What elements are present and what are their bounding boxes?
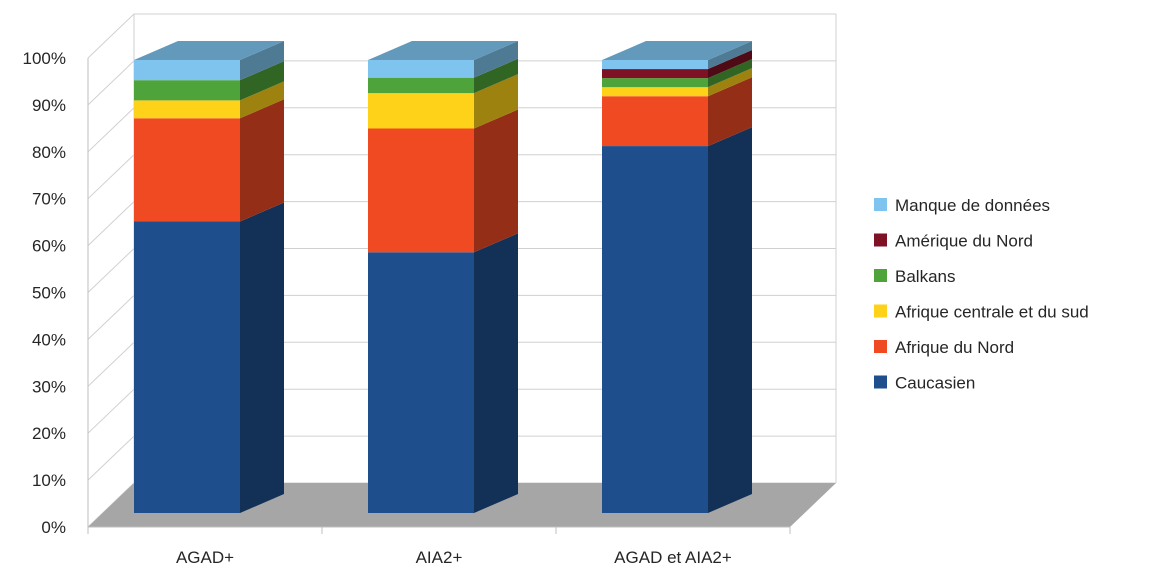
y-tick-label: 70%	[32, 190, 66, 209]
gridline-side	[87, 60, 135, 106]
bar-segment-side	[474, 41, 518, 78]
gridline-side	[87, 435, 135, 481]
x-category-label: AIA2+	[416, 548, 463, 567]
bar-segment	[134, 100, 240, 119]
gridline-side	[87, 388, 135, 434]
bar-segment	[368, 252, 474, 513]
bar-segment	[368, 128, 474, 253]
gridline-side	[87, 201, 135, 246]
bar-segment	[134, 118, 240, 222]
y-tick-label: 20%	[32, 424, 66, 443]
legend-label: Afrique centrale et du sud	[895, 303, 1089, 322]
bar-segment-side	[474, 58, 518, 94]
legend-swatch	[874, 304, 887, 318]
gridline-side	[87, 248, 135, 293]
bar-segment	[134, 60, 240, 81]
bar-segment-side	[240, 202, 284, 514]
bar-segment	[602, 87, 708, 97]
y-tick-label: 50%	[32, 284, 66, 303]
bar-segment	[602, 96, 708, 147]
bar-segment-side	[708, 59, 752, 88]
bar-segment-side	[708, 77, 752, 147]
bar-segment-side	[240, 81, 284, 119]
legend-swatch	[874, 269, 887, 282]
bar-segment	[602, 69, 708, 79]
y-tick-label: 80%	[32, 143, 66, 162]
bar-segment	[368, 93, 474, 129]
bar-segment-side	[708, 68, 752, 97]
bar-segment-side	[708, 41, 752, 70]
legend-label: Caucasien	[895, 374, 975, 393]
gridline-side	[87, 13, 135, 59]
bar-segment	[134, 80, 240, 101]
legend-label: Balkans	[895, 267, 955, 286]
legend-swatch	[874, 233, 887, 247]
bar-segment-side	[474, 74, 518, 129]
bar-segment-side	[474, 109, 518, 253]
bar-segment-side	[474, 233, 518, 513]
bar-top-face	[368, 41, 518, 60]
y-tick-label: 90%	[32, 96, 66, 115]
y-tick-label: 10%	[32, 471, 66, 490]
legend-swatch	[874, 340, 887, 353]
gridline-side	[87, 341, 135, 387]
gridline-side	[87, 154, 135, 200]
bar-segment	[602, 146, 708, 513]
bar-segment	[368, 77, 474, 94]
legend-swatch	[874, 375, 887, 389]
y-tick-label: 60%	[32, 237, 66, 256]
bar-segment-side	[240, 61, 284, 101]
bar-segment	[134, 221, 240, 514]
y-tick-label: 30%	[32, 377, 66, 396]
legend-label: Manque de données	[895, 196, 1050, 215]
legend-swatch	[874, 198, 887, 211]
gridline-side	[87, 107, 135, 153]
legend-label: Afrique du Nord	[895, 338, 1014, 357]
legend-label: Amérique du Nord	[895, 232, 1033, 251]
bar-segment	[602, 78, 708, 88]
bar-segment-side	[240, 41, 284, 81]
y-tick-label: 0%	[41, 518, 66, 537]
x-category-label: AGAD+	[176, 548, 234, 567]
gridline-side	[87, 295, 135, 340]
bar-segment-side	[240, 99, 284, 222]
bar-segment-side	[708, 50, 752, 79]
bar-top-face	[602, 41, 752, 60]
bar-segment-side	[708, 127, 752, 513]
bar-top-face	[134, 41, 284, 60]
y-tick-label: 100%	[23, 49, 66, 68]
x-category-label: AGAD et AIA2+	[614, 548, 732, 567]
y-tick-label: 40%	[32, 330, 66, 349]
bar-segment	[368, 60, 474, 78]
bar-segment	[602, 60, 708, 70]
